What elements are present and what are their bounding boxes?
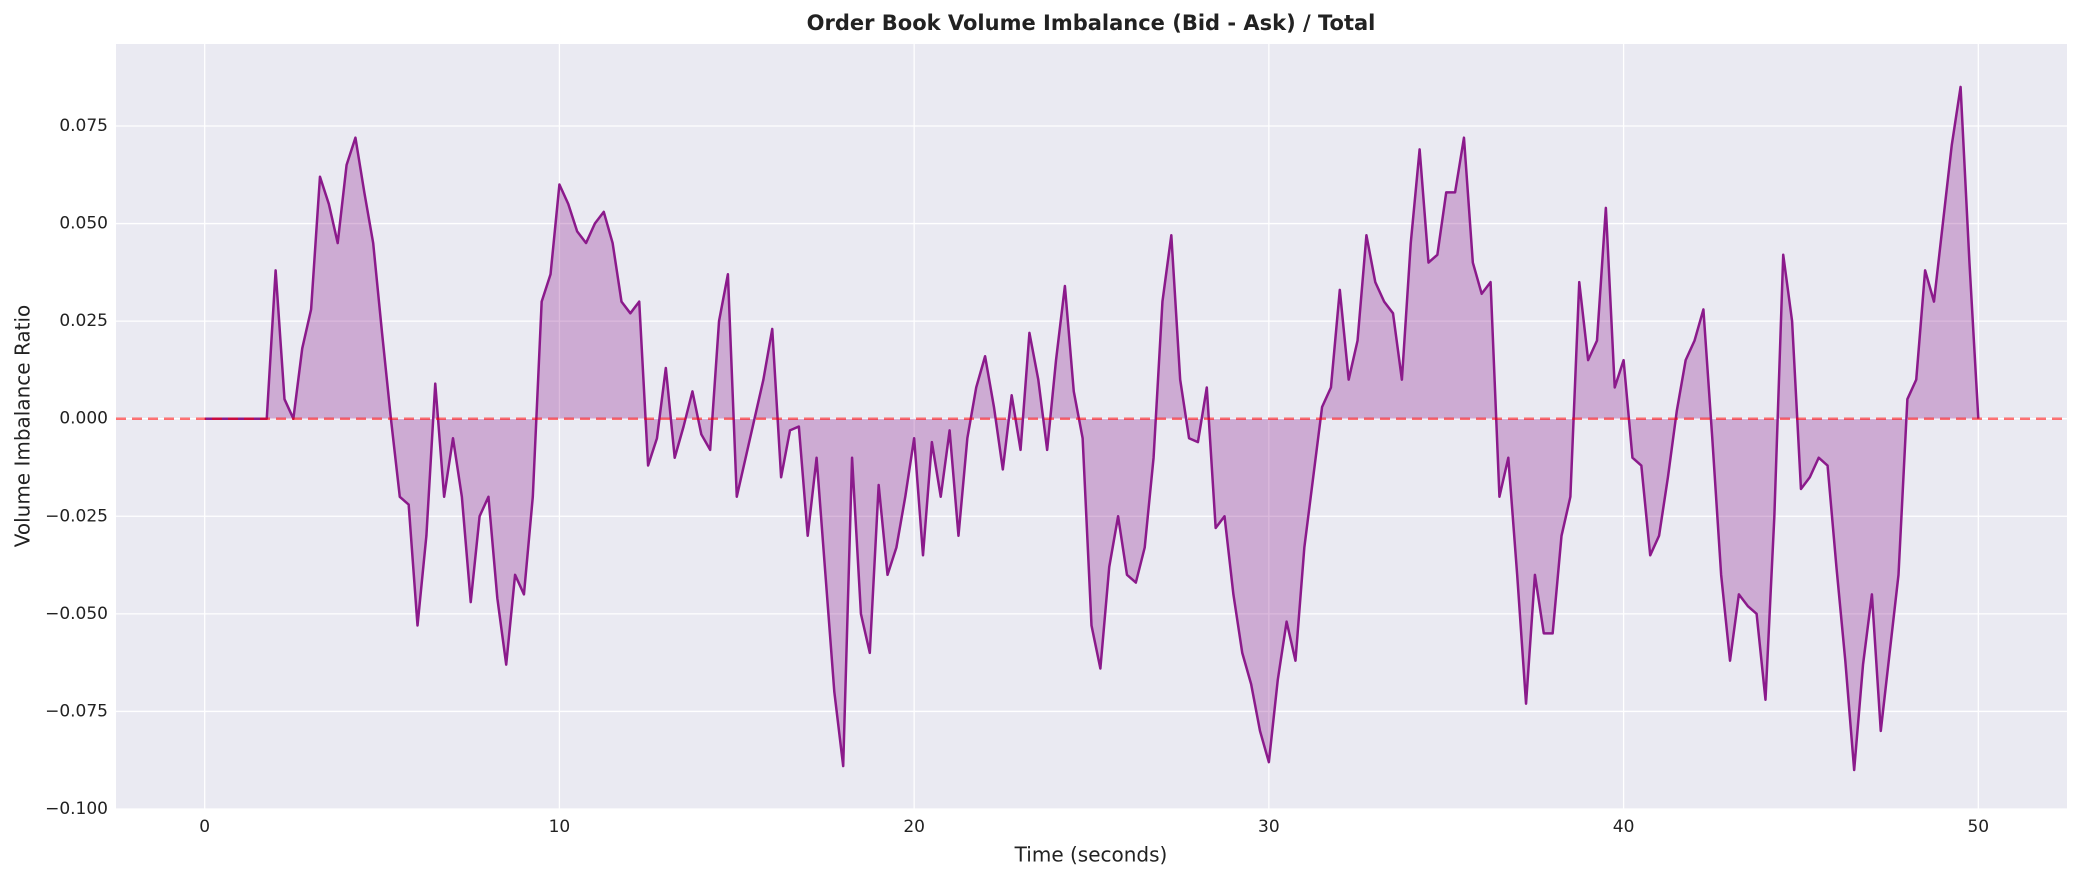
y-tick-label: 0.050: [59, 214, 108, 234]
y-tick-label: 0.000: [59, 409, 108, 429]
x-tick-label: 0: [199, 817, 210, 837]
plot-background: [116, 44, 2067, 809]
x-tick-label: 10: [549, 817, 571, 837]
chart-title: Order Book Volume Imbalance (Bid - Ask) …: [807, 11, 1376, 35]
y-tick-label: 0.075: [59, 116, 108, 136]
area-fill: [204, 86, 1979, 770]
y-axis-label: Volume Imbalance Ratio: [11, 305, 35, 548]
x-tick-label: 50: [1967, 817, 1989, 837]
x-tick-label: 20: [903, 817, 925, 837]
y-tick-label: 0.025: [59, 311, 108, 331]
y-tick-label: −0.100: [45, 799, 108, 819]
x-tick-label: 40: [1613, 817, 1635, 837]
x-tick-label: 30: [1258, 817, 1280, 837]
data-line: [204, 85, 1980, 772]
y-tick-label: −0.025: [45, 506, 108, 526]
x-axis-label: Time (seconds): [1014, 843, 1168, 867]
y-tick-label: −0.075: [45, 701, 108, 721]
y-tick-label: −0.050: [45, 604, 108, 624]
